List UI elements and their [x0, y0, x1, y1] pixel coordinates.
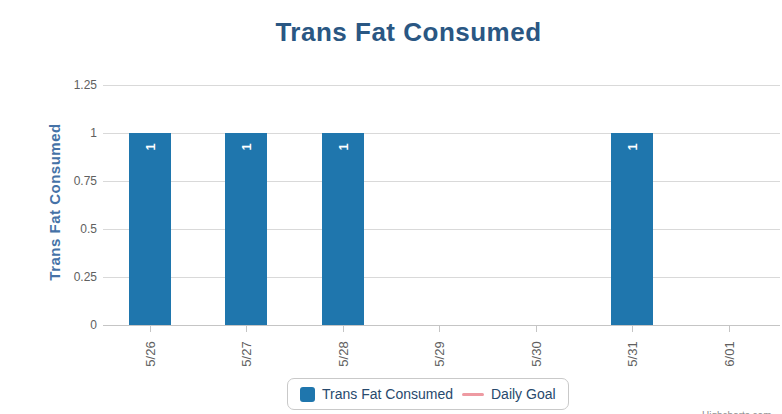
- xcat-label-6-01: 6/01: [722, 341, 737, 366]
- bar-series-swatch-icon: [300, 387, 315, 402]
- goal-line-icon: [462, 393, 484, 396]
- legend-label: Trans Fat Consumed: [322, 386, 453, 402]
- legend-item-daily-goal[interactable]: Daily Goal: [462, 386, 556, 402]
- x-tick-mark: [150, 326, 151, 332]
- bar-value-label: 1: [239, 143, 254, 150]
- xcat-label-5-29: 5/29: [432, 341, 447, 366]
- gridline-1-25: [103, 85, 780, 86]
- x-tick-mark: [632, 326, 633, 332]
- bar-value-label: 1: [625, 143, 640, 150]
- x-tick-mark: [246, 326, 247, 332]
- bar-5-26[interactable]: [129, 133, 171, 325]
- gridline-0-25: [103, 277, 780, 278]
- bar-5-28[interactable]: [322, 133, 364, 325]
- ytick-label: 0.25: [50, 270, 97, 284]
- gridline-1: [103, 133, 780, 134]
- ytick-label: 1: [50, 126, 97, 140]
- gridline-0-75: [103, 181, 780, 182]
- ytick-label: 0: [50, 318, 97, 332]
- y-axis-title: Trans Fat Consumed: [46, 123, 63, 280]
- x-tick-mark: [536, 326, 537, 332]
- legend-label: Daily Goal: [491, 386, 556, 402]
- x-tick-mark: [439, 326, 440, 332]
- xcat-label-5-28: 5/28: [336, 341, 351, 366]
- xcat-label-5-31: 5/31: [625, 341, 640, 366]
- bar-value-label: 1: [336, 143, 351, 150]
- chart-title: Trans Fat Consumed: [35, 17, 782, 48]
- bar-5-27[interactable]: [225, 133, 267, 325]
- gridline-0-5: [103, 229, 780, 230]
- legend: Trans Fat Consumed Daily Goal: [287, 378, 569, 410]
- bar-5-31[interactable]: [611, 133, 653, 325]
- credits-link[interactable]: Highcharts.com: [702, 410, 771, 414]
- trans-fat-chart: Trans Fat Consumed Trans Fat Consumed 1.…: [0, 0, 782, 414]
- xcat-label-5-26: 5/26: [143, 341, 158, 366]
- x-tick-mark: [729, 326, 730, 332]
- bar-value-label: 1: [143, 143, 158, 150]
- x-tick-mark: [343, 326, 344, 332]
- x-axis-line: [103, 325, 780, 326]
- ytick-label: 0.5: [50, 222, 97, 236]
- xcat-label-5-30: 5/30: [529, 341, 544, 366]
- xcat-label-5-27: 5/27: [239, 341, 254, 366]
- legend-item-trans-fat[interactable]: Trans Fat Consumed: [300, 386, 453, 402]
- ytick-label: 1.25: [50, 78, 97, 92]
- ytick-label: 0.75: [50, 174, 97, 188]
